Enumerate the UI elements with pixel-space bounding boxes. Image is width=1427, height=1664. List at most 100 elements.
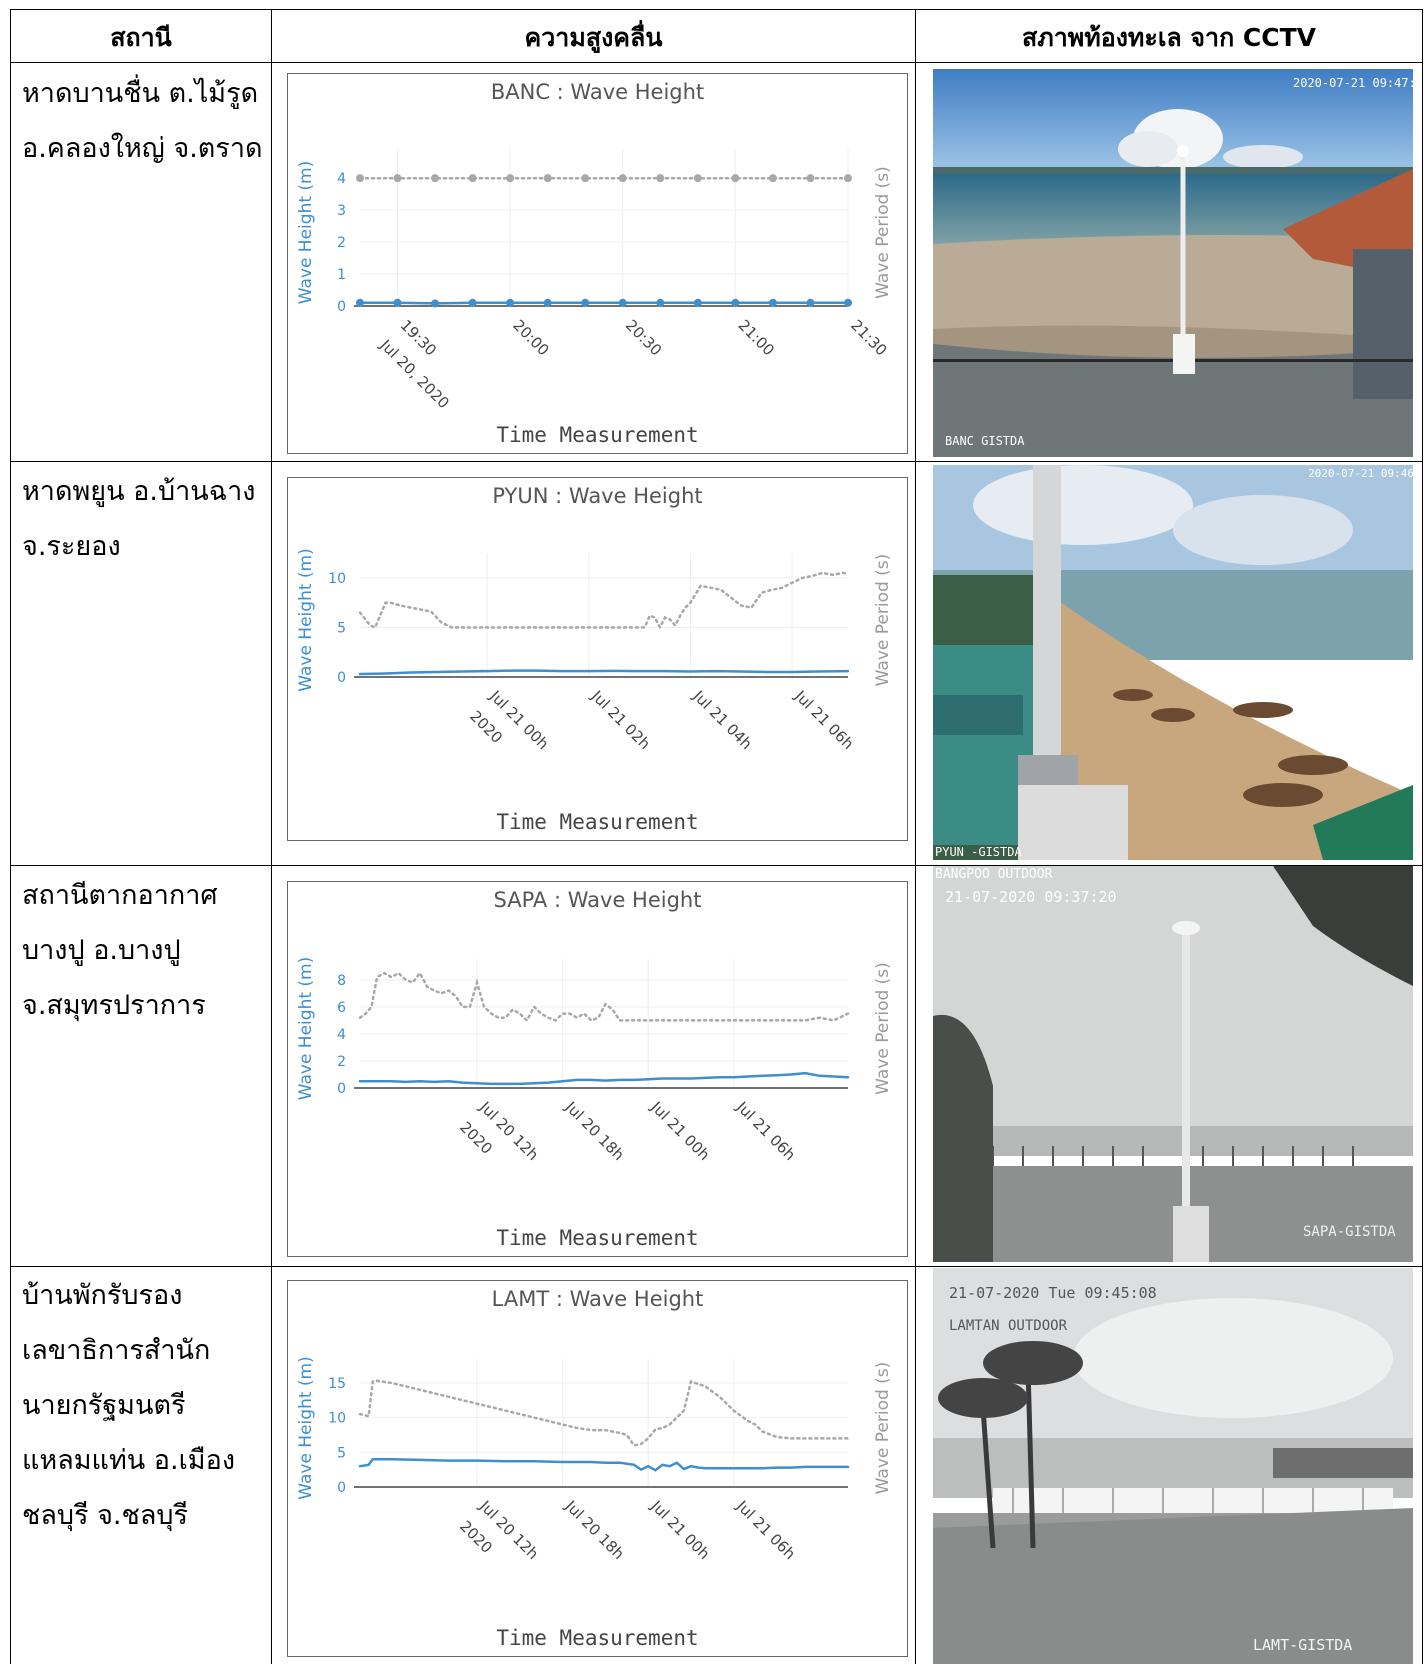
table-border-row3 bbox=[10, 1266, 1423, 1267]
station-line: นายกรัฐมนตรี bbox=[22, 1390, 186, 1421]
station-line: สถานีตากอากาศ bbox=[22, 880, 218, 911]
y-tick-label: 0 bbox=[337, 299, 346, 315]
wave-period-point bbox=[806, 174, 815, 183]
cctv-timestamp: 2020-07-21 09:47:28 Tue bbox=[1293, 76, 1413, 90]
wave-period-line bbox=[358, 1379, 850, 1447]
y-tick-label: 10 bbox=[328, 571, 346, 587]
table-border-top bbox=[10, 9, 1423, 10]
y-axis-title: Wave Height (m) bbox=[296, 1356, 316, 1500]
wave-period-point bbox=[581, 174, 590, 183]
cctv-timestamp: 2020-07-21 09:46:55 Tue bbox=[1308, 467, 1413, 480]
chart-title: LAMT : Wave Height bbox=[492, 1287, 704, 1311]
chart-title: BANC : Wave Height bbox=[491, 80, 704, 104]
wave-height-line bbox=[358, 1071, 850, 1086]
station-line: อ.คลองใหญ่ จ.ตราด bbox=[22, 133, 263, 164]
y-axis-right-title: Wave Period (s) bbox=[873, 166, 893, 299]
chart-frame bbox=[287, 1280, 908, 1657]
station-line: บางปู อ.บางปู bbox=[22, 935, 181, 966]
chart-title: PYUN : Wave Height bbox=[492, 484, 702, 508]
wave-period-point bbox=[506, 174, 515, 183]
station-line: หาดบานชื่น ต.ไม้รูด bbox=[22, 78, 259, 109]
wave-period-line bbox=[358, 970, 850, 1023]
cctv-label: PYUN -GISTDA bbox=[935, 845, 1022, 859]
wave-height-point bbox=[656, 298, 665, 307]
y-tick-label: 1 bbox=[337, 267, 346, 283]
wave-period-point bbox=[543, 174, 552, 183]
y-axis-right-title: Wave Period (s) bbox=[873, 554, 893, 687]
table-border-row2 bbox=[10, 865, 1423, 866]
y-tick-label: 2 bbox=[337, 235, 346, 251]
y-tick-label: 15 bbox=[328, 1376, 346, 1392]
wave-height-point bbox=[543, 298, 552, 307]
station-line: หาดพยูน อ.บ้านฉาง bbox=[22, 476, 256, 507]
cctv-label: SAPA-GISTDA bbox=[1303, 1224, 1396, 1240]
y-tick-label: 10 bbox=[328, 1411, 346, 1427]
cctv-label-top: BANGPOO OUTDOOR bbox=[935, 867, 1053, 882]
wave-period-point bbox=[731, 174, 740, 183]
station-line: แหลมแท่น อ.เมือง bbox=[22, 1445, 236, 1476]
chart-title: SAPA : Wave Height bbox=[494, 888, 702, 912]
wave-height-point bbox=[693, 298, 702, 307]
wave-period-point bbox=[768, 174, 777, 183]
wave-period-point bbox=[618, 174, 627, 183]
wave-period-point bbox=[693, 174, 702, 183]
cctv-image-lamt: 21-07-2020 Tue 09:45:08 LAMTAN OUTDOOR L… bbox=[933, 1268, 1413, 1664]
cctv-label-top: LAMTAN OUTDOOR bbox=[949, 1318, 1068, 1334]
chart-banc: BANC : Wave Height 0 1 2 3 4 19:30 Jul 20, 2020… bbox=[287, 73, 908, 454]
wave-period-point bbox=[468, 174, 477, 183]
wave-period-point bbox=[656, 174, 665, 183]
wave-height-point bbox=[431, 299, 440, 308]
wave-height-point bbox=[506, 298, 515, 307]
header-wave-height: ความสูงคลื่น bbox=[524, 23, 663, 52]
cctv-timestamp: 21-07-2020 Tue 09:45:08 bbox=[949, 1284, 1157, 1302]
station-line: เลขาธิการสำนัก bbox=[22, 1335, 211, 1366]
cctv-label: BANC GISTDA bbox=[945, 434, 1025, 448]
table-border-right bbox=[1422, 9, 1423, 1664]
cctv-timestamp: 21-07-2020 09:37:20 bbox=[945, 888, 1117, 906]
table-border-col1 bbox=[271, 9, 272, 1664]
station-name-lamt: บ้านพักรับรอง เลขาธิการสำนัก นายกรัฐมนตร… bbox=[22, 1268, 262, 1543]
cctv-label: LAMT-GISTDA bbox=[1253, 1636, 1352, 1654]
station-line: ชลบุรี จ.ชลบุรี bbox=[22, 1500, 189, 1531]
station-line: จ.สมุทรปราการ bbox=[22, 990, 206, 1021]
x-axis-title: Time Measurement bbox=[496, 1626, 698, 1650]
cctv-image-banc: 2020-07-21 09:47:28 Tue BANC GISTDA bbox=[933, 69, 1413, 457]
wave-height-line bbox=[358, 669, 850, 676]
table-border-header bbox=[10, 62, 1423, 63]
y-tick-label: 5 bbox=[337, 620, 346, 636]
y-tick-label: 5 bbox=[337, 1445, 346, 1461]
wave-period-point bbox=[356, 174, 364, 183]
y-axis-right-title: Wave Period (s) bbox=[873, 1362, 893, 1495]
y-tick-label: 6 bbox=[337, 1000, 346, 1016]
station-name-banc: หาดบานชื่น ต.ไม้รูด อ.คลองใหญ่ จ.ตราด bbox=[22, 66, 263, 176]
y-axis-title: Wave Height (m) bbox=[296, 957, 316, 1101]
cctv-image-pyun: 2020-07-21 09:46:55 Tue PYUN -GISTDA bbox=[933, 465, 1413, 860]
y-axis-title: Wave Height (m) bbox=[296, 161, 316, 305]
cctv-scene-sapa: BANGPOO OUTDOOR 21-07-2020 09:37:20 SAPA… bbox=[933, 866, 1413, 1262]
table-border-row1 bbox=[10, 461, 1423, 462]
wave-height-point bbox=[844, 298, 852, 307]
y-tick-label: 0 bbox=[337, 670, 346, 686]
wave-period-point bbox=[393, 174, 402, 183]
chart-frame bbox=[287, 73, 908, 454]
wave-height-point bbox=[806, 298, 815, 307]
chart-frame bbox=[287, 881, 908, 1257]
x-axis-title: Time Measurement bbox=[496, 1226, 698, 1250]
station-name-sapa: สถานีตากอากาศ บางปู อ.บางปู จ.สมุทรปรากา… bbox=[22, 868, 262, 1033]
cctv-scene-pyun: 2020-07-21 09:46:55 Tue PYUN -GISTDA bbox=[933, 465, 1413, 860]
station-name-pyun: หาดพยูน อ.บ้านฉาง จ.ระยอง bbox=[22, 464, 262, 574]
y-tick-label: 0 bbox=[337, 1081, 346, 1097]
wave-height-point bbox=[356, 298, 364, 307]
wave-height-point bbox=[581, 298, 590, 307]
cctv-scene-lamt: 21-07-2020 Tue 09:45:08 LAMTAN OUTDOOR L… bbox=[933, 1268, 1413, 1664]
y-tick-label: 3 bbox=[337, 203, 346, 219]
table-border-left bbox=[10, 9, 11, 1664]
y-axis-right-title: Wave Period (s) bbox=[873, 962, 893, 1095]
chart-pyun: PYUN : Wave Height 0 5 10 Jul 21 00h 2020 Jul … bbox=[287, 477, 908, 841]
header-cctv: สภาพท้องทะเล จาก CCTV bbox=[1021, 23, 1317, 52]
wave-period-line bbox=[358, 571, 850, 631]
wave-height-point bbox=[731, 298, 740, 307]
